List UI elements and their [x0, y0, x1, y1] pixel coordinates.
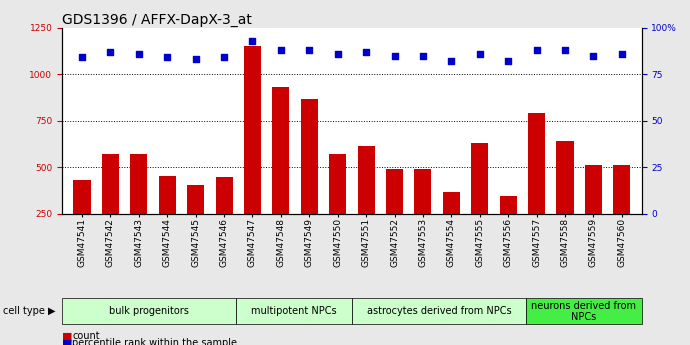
Text: ■: ■ [62, 332, 72, 341]
Bar [329, 154, 346, 260]
Point [560, 47, 571, 53]
Bar [556, 141, 573, 260]
Text: GDS1396 / AFFX-DapX-3_at: GDS1396 / AFFX-DapX-3_at [62, 12, 252, 27]
Point [190, 57, 201, 62]
Bar [415, 169, 431, 260]
Point [446, 58, 457, 64]
Point [304, 47, 315, 53]
Bar [357, 146, 375, 260]
Point [361, 49, 372, 55]
Text: count: count [72, 332, 100, 341]
Text: multipotent NPCs: multipotent NPCs [251, 306, 337, 316]
Bar [443, 191, 460, 260]
Bar [613, 166, 631, 260]
Point [77, 55, 88, 60]
Point [161, 55, 172, 60]
Point [531, 47, 542, 53]
Point [474, 51, 485, 57]
Bar [273, 87, 289, 260]
Point [389, 53, 400, 58]
Bar [130, 154, 148, 260]
Text: ■: ■ [62, 338, 72, 345]
Point [616, 51, 627, 57]
Point [247, 38, 258, 43]
Point [332, 51, 343, 57]
Bar [187, 185, 204, 260]
Bar [102, 154, 119, 260]
Point [502, 58, 513, 64]
Bar [215, 177, 233, 260]
Point [588, 53, 599, 58]
Bar [159, 176, 176, 260]
Bar [73, 180, 90, 260]
Text: astrocytes derived from NPCs: astrocytes derived from NPCs [366, 306, 511, 316]
Point [105, 49, 116, 55]
Text: percentile rank within the sample: percentile rank within the sample [72, 338, 237, 345]
Bar [301, 99, 318, 260]
Point [133, 51, 144, 57]
Point [417, 53, 428, 58]
Text: bulk progenitors: bulk progenitors [109, 306, 189, 316]
Text: neurons derived from
NPCs: neurons derived from NPCs [531, 300, 636, 322]
Bar [244, 46, 261, 260]
Bar [471, 143, 489, 260]
Point [219, 55, 230, 60]
Text: cell type ▶: cell type ▶ [3, 306, 56, 316]
Bar [585, 166, 602, 260]
Bar [500, 196, 517, 260]
Bar [528, 113, 545, 260]
Bar [386, 169, 403, 260]
Point [275, 47, 286, 53]
